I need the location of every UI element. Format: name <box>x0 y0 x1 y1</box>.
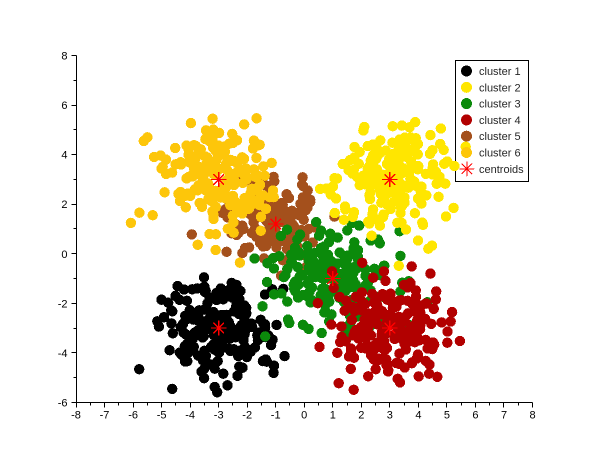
svg-text:5: 5 <box>444 410 450 422</box>
svg-text:-3: -3 <box>214 410 224 422</box>
svg-text:-6: -6 <box>58 397 68 409</box>
svg-text:0: 0 <box>301 410 307 422</box>
svg-text:6: 6 <box>61 100 67 112</box>
svg-text:-5: -5 <box>157 410 167 422</box>
svg-text:-2: -2 <box>242 410 252 422</box>
svg-text:cluster 2: cluster 2 <box>479 82 521 94</box>
svg-text:6: 6 <box>472 410 478 422</box>
svg-text:-7: -7 <box>100 410 110 422</box>
svg-text:-6: -6 <box>128 410 138 422</box>
svg-text:8: 8 <box>61 51 67 63</box>
svg-text:-1: -1 <box>271 410 281 422</box>
svg-text:cluster 4: cluster 4 <box>479 115 521 127</box>
svg-text:7: 7 <box>501 410 507 422</box>
svg-text:cluster 6: cluster 6 <box>479 148 521 160</box>
svg-text:8: 8 <box>529 410 535 422</box>
svg-text:-2: -2 <box>58 298 68 310</box>
svg-text:4: 4 <box>61 150 67 162</box>
svg-text:3: 3 <box>387 410 393 422</box>
svg-text:centroids: centroids <box>479 164 524 176</box>
svg-text:2: 2 <box>358 410 364 422</box>
svg-text:1: 1 <box>330 410 336 422</box>
svg-text:2: 2 <box>61 199 67 211</box>
svg-text:-8: -8 <box>71 410 81 422</box>
svg-text:cluster 5: cluster 5 <box>479 131 521 143</box>
svg-text:-4: -4 <box>185 410 195 422</box>
svg-text:4: 4 <box>415 410 421 422</box>
svg-text:cluster 3: cluster 3 <box>479 99 521 111</box>
svg-text:cluster 1: cluster 1 <box>479 66 521 78</box>
svg-text:-4: -4 <box>58 348 68 360</box>
svg-text:0: 0 <box>61 249 67 261</box>
